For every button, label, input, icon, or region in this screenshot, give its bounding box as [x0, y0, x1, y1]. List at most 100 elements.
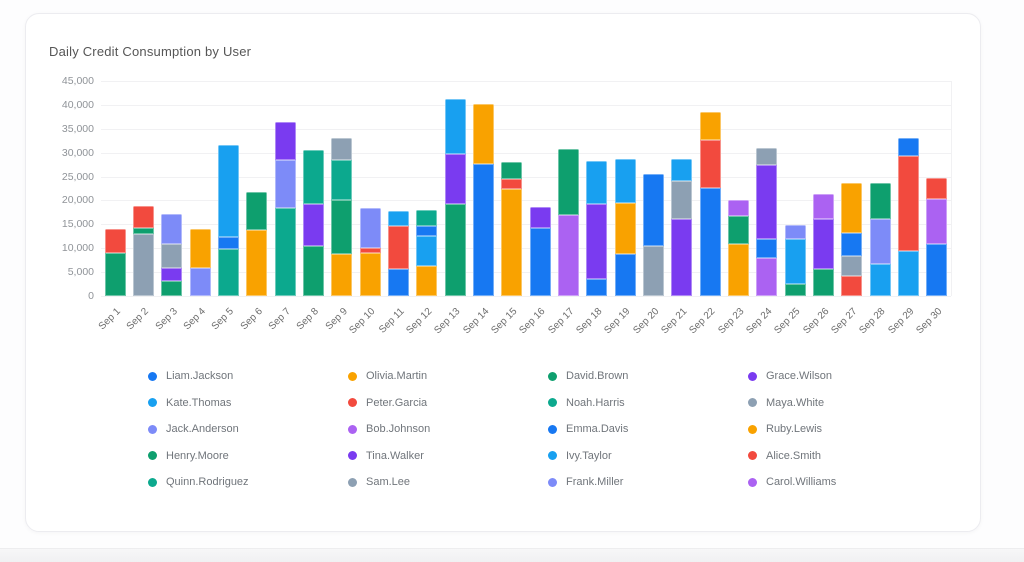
stacked-bar[interactable]	[104, 229, 126, 296]
bar-segment-kate-thomas[interactable]	[869, 264, 891, 296]
bar-segment-frank-miller[interactable]	[359, 208, 381, 248]
legend-item-quinn-rodriguez[interactable]: Quinn.Rodriguez	[148, 476, 348, 488]
bar-segment-henry-moore[interactable]	[302, 246, 324, 296]
bar-segment-noah-harris[interactable]	[217, 249, 239, 296]
bar-segment-tina-walker[interactable]	[161, 268, 183, 281]
stacked-bar[interactable]	[756, 148, 778, 296]
bar-segment-ivy-taylor[interactable]	[614, 159, 636, 203]
bar-segment-david-brown[interactable]	[444, 204, 466, 296]
bar-segment-liam-jackson[interactable]	[699, 188, 721, 296]
legend-item-maya-white[interactable]: Maya.White	[748, 397, 948, 409]
stacked-bar[interactable]	[387, 211, 409, 296]
bar-segment-tina-walker[interactable]	[671, 219, 693, 296]
stacked-bar[interactable]	[359, 208, 381, 296]
legend-item-frank-miller[interactable]: Frank.Miller	[548, 476, 748, 488]
bar-segment-alice-smith[interactable]	[387, 226, 409, 269]
legend-item-ivy-taylor[interactable]: Ivy.Taylor	[548, 450, 748, 462]
legend-item-david-brown[interactable]: David.Brown	[548, 370, 748, 382]
bar-segment-liam-jackson[interactable]	[756, 239, 778, 258]
legend-item-kate-thomas[interactable]: Kate.Thomas	[148, 397, 348, 409]
bar-segment-noah-harris[interactable]	[416, 210, 438, 226]
bar-segment-emma-davis[interactable]	[217, 237, 239, 249]
stacked-bar[interactable]	[557, 149, 579, 296]
bar-segment-grace-wilson[interactable]	[586, 204, 608, 279]
legend-item-jack-anderson[interactable]: Jack.Anderson	[148, 423, 348, 435]
bar-segment-david-brown[interactable]	[331, 200, 353, 254]
legend-item-carol-williams[interactable]: Carol.Williams	[748, 476, 948, 488]
bar-segment-bob-johnson[interactable]	[557, 215, 579, 296]
bar-segment-henry-moore[interactable]	[161, 281, 183, 296]
stacked-bar[interactable]	[841, 183, 863, 296]
bar-segment-david-brown[interactable]	[869, 183, 891, 219]
legend-item-peter-garcia[interactable]: Peter.Garcia	[348, 397, 548, 409]
stacked-bar[interactable]	[217, 145, 239, 296]
bar-segment-maya-white[interactable]	[841, 256, 863, 276]
bar-segment-emma-davis[interactable]	[841, 233, 863, 256]
bar-segment-frank-miller[interactable]	[189, 268, 211, 296]
legend-item-henry-moore[interactable]: Henry.Moore	[148, 450, 348, 462]
bar-segment-bob-johnson[interactable]	[756, 258, 778, 296]
bar-segment-olivia-martin[interactable]	[189, 229, 211, 268]
bar-segment-alice-smith[interactable]	[841, 276, 863, 296]
stacked-bar[interactable]	[897, 138, 919, 296]
bar-segment-david-brown[interactable]	[132, 228, 154, 234]
bar-segment-olivia-martin[interactable]	[699, 112, 721, 140]
bar-segment-henry-moore[interactable]	[501, 162, 523, 179]
stacked-bar[interactable]	[727, 200, 749, 296]
bar-segment-olivia-martin[interactable]	[416, 266, 438, 296]
stacked-bar[interactable]	[529, 207, 551, 296]
stacked-bar[interactable]	[501, 162, 523, 296]
bar-segment-tina-walker[interactable]	[812, 219, 834, 269]
stacked-bar[interactable]	[614, 159, 636, 296]
bar-segment-alice-smith[interactable]	[501, 179, 523, 189]
bar-segment-jack-anderson[interactable]	[161, 214, 183, 244]
bar-segment-peter-garcia[interactable]	[699, 140, 721, 188]
bar-segment-liam-jackson[interactable]	[529, 228, 551, 296]
bar-segment-kate-thomas[interactable]	[416, 236, 438, 266]
bar-segment-grace-wilson[interactable]	[274, 122, 296, 160]
bar-segment-grace-wilson[interactable]	[756, 165, 778, 239]
legend-item-noah-harris[interactable]: Noah.Harris	[548, 397, 748, 409]
stacked-bar[interactable]	[246, 192, 268, 296]
stacked-bar[interactable]	[472, 104, 494, 296]
stacked-bar[interactable]	[274, 122, 296, 296]
bar-segment-olivia-martin[interactable]	[501, 189, 523, 296]
bar-segment-ivy-taylor[interactable]	[897, 251, 919, 296]
bar-segment-ruby-lewis[interactable]	[246, 230, 268, 296]
bar-segment-carol-williams[interactable]	[812, 194, 834, 219]
bar-segment-peter-garcia[interactable]	[104, 229, 126, 253]
bar-segment-tina-walker[interactable]	[302, 204, 324, 246]
bar-segment-henry-moore[interactable]	[812, 269, 834, 296]
bar-segment-bob-johnson[interactable]	[926, 199, 948, 244]
stacked-bar[interactable]	[869, 183, 891, 296]
bar-segment-ivy-taylor[interactable]	[444, 99, 466, 154]
bar-segment-david-brown[interactable]	[784, 284, 806, 296]
legend-item-liam-jackson[interactable]: Liam.Jackson	[148, 370, 348, 382]
legend-item-olivia-martin[interactable]: Olivia.Martin	[348, 370, 548, 382]
bar-segment-tina-walker[interactable]	[529, 207, 551, 228]
bar-segment-maya-white[interactable]	[671, 181, 693, 219]
stacked-bar[interactable]	[784, 225, 806, 296]
stacked-bar[interactable]	[189, 229, 211, 296]
bar-segment-maya-white[interactable]	[161, 244, 183, 268]
stacked-bar[interactable]	[642, 174, 664, 296]
bar-segment-carol-williams[interactable]	[727, 200, 749, 216]
bar-segment-peter-garcia[interactable]	[897, 156, 919, 251]
bar-segment-alice-smith[interactable]	[132, 206, 154, 228]
stacked-bar[interactable]	[302, 150, 324, 296]
bar-segment-maya-white[interactable]	[331, 138, 353, 160]
bar-segment-peter-garcia[interactable]	[359, 248, 381, 253]
stacked-bar[interactable]	[444, 99, 466, 296]
bar-segment-quinn-rodriguez[interactable]	[331, 160, 353, 200]
bar-segment-emma-davis[interactable]	[642, 174, 664, 246]
bar-segment-kate-thomas[interactable]	[217, 145, 239, 237]
stacked-bar[interactable]	[812, 194, 834, 296]
bar-segment-ruby-lewis[interactable]	[359, 253, 381, 296]
bar-segment-kate-thomas[interactable]	[671, 159, 693, 181]
legend-item-grace-wilson[interactable]: Grace.Wilson	[748, 370, 948, 382]
bar-segment-olivia-martin[interactable]	[331, 254, 353, 296]
bar-segment-frank-miller[interactable]	[869, 219, 891, 264]
stacked-bar[interactable]	[416, 210, 438, 296]
legend-item-alice-smith[interactable]: Alice.Smith	[748, 450, 948, 462]
bar-segment-emma-davis[interactable]	[926, 244, 948, 296]
